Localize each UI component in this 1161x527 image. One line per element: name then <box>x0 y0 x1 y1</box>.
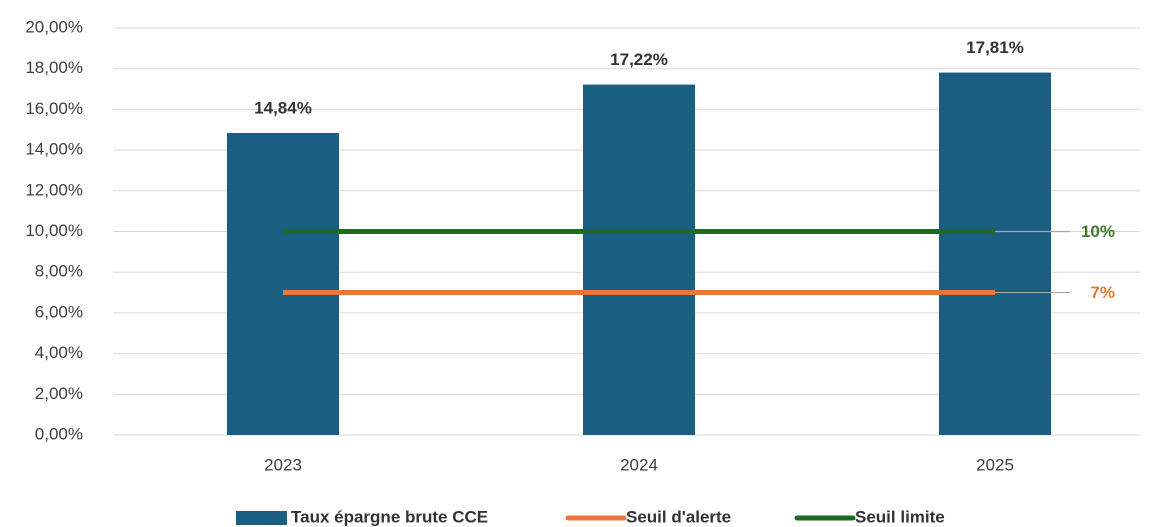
x-tick-label: 2024 <box>620 455 658 474</box>
y-tick-label: 6,00% <box>35 302 83 321</box>
data-label: 17,22% <box>610 50 668 69</box>
y-tick-label: 0,00% <box>35 424 83 443</box>
x-tick-label: 2023 <box>264 455 302 474</box>
data-label: 7% <box>1090 283 1115 302</box>
legend-label: Seuil d'alerte <box>626 507 731 526</box>
y-tick-label: 20,00% <box>25 17 83 36</box>
bar <box>227 133 339 436</box>
bar <box>939 72 1051 435</box>
data-label: 17,81% <box>966 38 1024 57</box>
y-tick-label: 18,00% <box>25 58 83 77</box>
y-tick-label: 10,00% <box>25 221 83 240</box>
data-label: 14,84% <box>254 98 312 117</box>
y-tick-label: 8,00% <box>35 262 83 281</box>
data-label: 10% <box>1081 222 1115 241</box>
legend-swatch <box>236 511 287 525</box>
y-tick-label: 12,00% <box>25 180 83 199</box>
legend-label: Taux épargne brute CCE <box>291 507 488 526</box>
bar <box>583 84 695 435</box>
y-tick-label: 16,00% <box>25 99 83 118</box>
y-tick-label: 4,00% <box>35 343 83 362</box>
legend-label: Seuil limite <box>855 507 945 526</box>
y-tick-label: 2,00% <box>35 384 83 403</box>
x-tick-label: 2025 <box>976 455 1014 474</box>
y-tick-label: 14,00% <box>25 140 83 159</box>
